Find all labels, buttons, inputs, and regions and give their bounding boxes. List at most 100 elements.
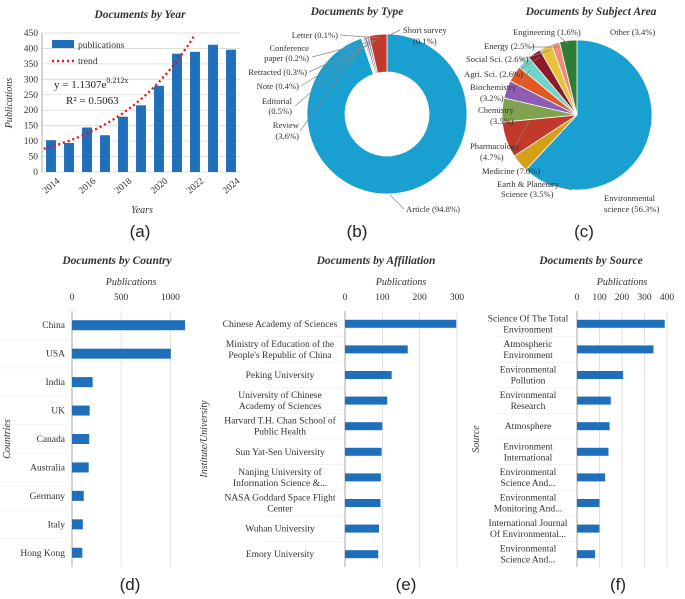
panel-f-bar — [577, 499, 600, 507]
panel-a-x-label: Years — [131, 205, 153, 216]
panel-f-category-label: Of Environmental... — [490, 529, 566, 540]
panel-c-slice-label: Environmental — [604, 193, 656, 203]
panel-f-bar — [577, 345, 654, 354]
panel-e-category-label: Public Health — [254, 428, 306, 438]
panel-f-category-label: Environment — [503, 325, 553, 335]
panel-d-category-label: Germany — [30, 492, 66, 502]
panel-f-category-label: Research — [511, 402, 546, 412]
panel-c-slice-label: Agri. Sci. (2.6%) — [464, 69, 523, 79]
panel-d-bar — [72, 547, 83, 558]
panel-f-x-label: Publications — [596, 277, 648, 288]
panel-d-x-tick: 1000 — [161, 293, 180, 303]
panel-a-y-tick: 300 — [24, 75, 39, 85]
panel-a-title: Documents by Year — [93, 9, 186, 21]
panel-d-title: Documents by Country — [61, 255, 172, 267]
panel-f-bar — [577, 550, 595, 559]
panel-f-category-label: Environmental — [500, 391, 557, 401]
panel-a-bar — [208, 44, 218, 172]
panel-e-label: (e) — [396, 575, 417, 594]
panel-b-slice-label: Note (0.4%) — [257, 81, 300, 91]
panel-f-category-label: Pollution — [511, 377, 546, 387]
panel-b-leader-line — [311, 39, 378, 58]
panel-d-category-label: India — [45, 378, 65, 388]
panel-f-category-label: Atmosphere — [505, 422, 551, 432]
panel-e-x-tick: 200 — [413, 293, 428, 303]
panel-a-equation-exponent: 0.212x — [106, 76, 128, 85]
panel-e-bar — [345, 550, 379, 559]
panel-a-bar — [154, 85, 164, 172]
panel-b-title: Documents by Type — [310, 6, 404, 18]
panel-d-category-label: Canada — [37, 435, 66, 445]
panel-e-bar — [345, 422, 383, 431]
panel-f-bar — [577, 371, 624, 379]
panel-e-bar — [345, 371, 392, 379]
panel-f-category-label: Science And... — [501, 556, 556, 566]
panel-a-x-tick: 2022 — [185, 176, 206, 196]
panel-b-slice-label: Letter (0.1%) — [292, 30, 338, 40]
panel-d-y-label: Countries — [2, 419, 13, 459]
panel-c-slice-label: Biochemistry — [470, 82, 517, 92]
panel-e-x-label: Publications — [375, 277, 427, 288]
panel-b-leader-line — [339, 34, 381, 39]
panel-d-bar — [72, 490, 84, 501]
panel-d-bar — [72, 405, 90, 416]
panel-a-y-tick: 50 — [29, 153, 39, 163]
panel-d-category-label: UK — [51, 407, 65, 417]
panel-c-slice-label: (4.7%) — [480, 152, 504, 162]
panel-e-bar — [345, 524, 379, 533]
panel-a-equation-base: y = 1.1307e — [54, 79, 106, 91]
panel-f-category-label: Environment — [503, 351, 553, 361]
panel-f-category-label: Science Of The Total — [488, 313, 569, 324]
panel-a-y-label: Publications — [4, 78, 15, 130]
panel-e-category-label: Emory University — [246, 550, 315, 560]
panel-f-category-label: Atmospheric — [503, 340, 552, 350]
panel-e-bar — [345, 396, 388, 405]
panel-e-bar — [345, 319, 457, 328]
panel-c-slice-label: Other (3.4%) — [610, 27, 655, 37]
panel-e-category-label: Center — [267, 505, 293, 515]
panel-f-category-label: International — [504, 453, 553, 463]
panel-f-x-tick: 0 — [575, 293, 580, 303]
panel-c-slice-label: Energy (2.5%) — [484, 41, 535, 51]
panel-f-label: (f) — [610, 575, 626, 594]
panel-a-y-tick: 100 — [24, 137, 39, 147]
panel-d-bar — [72, 434, 90, 444]
panel-f-y-label: Source — [471, 425, 482, 453]
panel-b-slice-label: (0.5%) — [268, 106, 292, 116]
panel-d-bar — [72, 377, 93, 388]
panel-c: Documents by Subject Area (c) — [501, 6, 657, 241]
panel-c-slice-label: Engineering (1.6%) — [513, 27, 581, 37]
panel-e-category-label: Peking University — [246, 371, 315, 381]
panel-c-leader-line — [513, 92, 526, 112]
panel-a-bar — [118, 116, 128, 172]
panel-e-bar — [345, 345, 408, 354]
panel-f-category-label: Environmental — [500, 366, 557, 376]
panel-c-leader-line — [519, 49, 552, 61]
panel-a-bar — [172, 53, 182, 172]
panel-a-y-tick: 0 — [33, 168, 38, 178]
panel-e-category-label: Nanjing University of — [238, 467, 322, 478]
panel-b-slice-label: Short survey — [403, 25, 447, 35]
panel-a-y-tick: 250 — [24, 91, 39, 101]
panel-d: Documents by Country Publications 0 500 1000… — [0, 255, 186, 594]
panel-e: Documents by Affiliation Publications 0 100… — [199, 255, 464, 594]
panel-f-bar — [577, 447, 609, 456]
panel-c-slice-label: Science (3.5%) — [501, 189, 554, 199]
panel-f-x-tick: 300 — [637, 293, 652, 303]
panel-b-slice-label: Review — [273, 120, 300, 130]
panel-e-category-label: Chinese Academy of Sciences — [223, 319, 338, 330]
panel-c-slice — [525, 39, 653, 191]
panel-a-y-tick: 350 — [24, 60, 39, 70]
panel-f-category-label: Environmental — [500, 494, 557, 504]
panel-b-leader-line — [299, 45, 363, 132]
panel-a-label: (a) — [130, 222, 151, 241]
panel-a-bar — [46, 140, 56, 172]
panel-b-label: (b) — [347, 222, 368, 241]
panel-c-leader-line — [559, 36, 569, 45]
panel-f-x-tick: 400 — [660, 293, 675, 303]
panel-d-label: (d) — [120, 575, 141, 594]
panel-f-bar — [577, 422, 610, 431]
panel-d-category-label: Australia — [30, 463, 66, 473]
panel-e-y-label: Institute/University — [199, 400, 210, 479]
